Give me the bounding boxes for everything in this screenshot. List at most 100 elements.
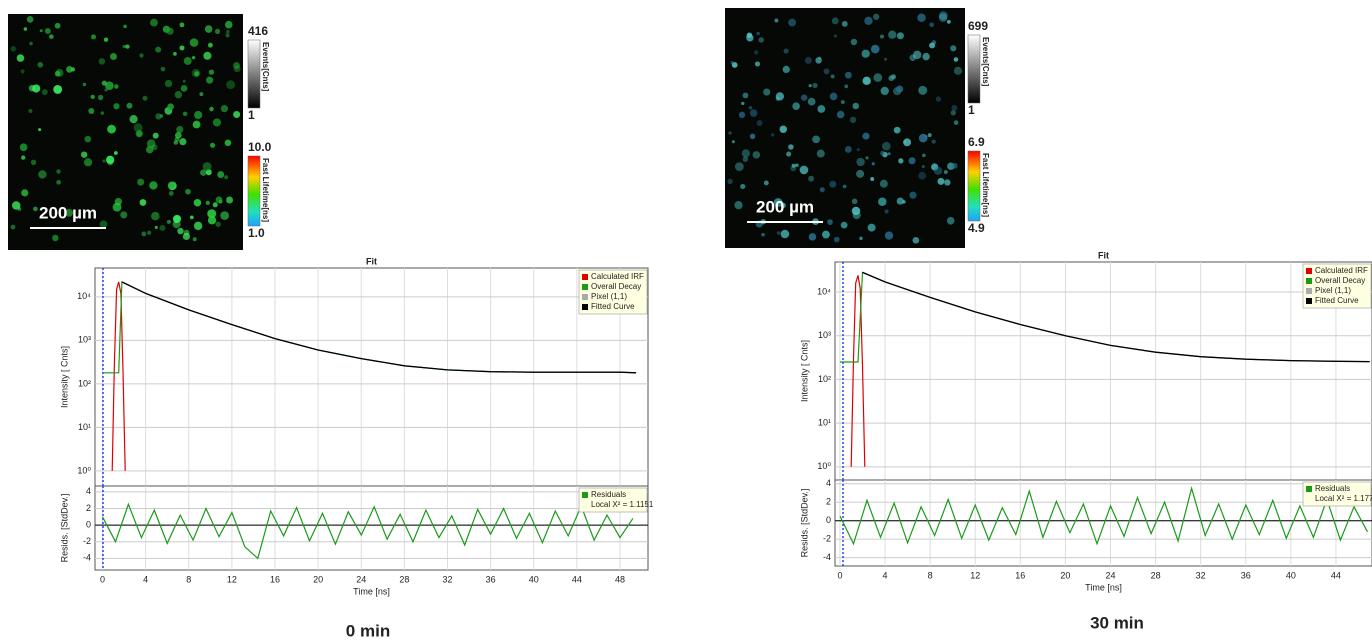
cell (884, 209, 889, 214)
cell (90, 94, 95, 99)
cell (183, 56, 192, 65)
cell (182, 111, 188, 117)
cell (761, 232, 765, 237)
cell (203, 51, 212, 60)
cell (209, 106, 214, 112)
cell (224, 139, 232, 147)
cell (172, 220, 181, 229)
legend-swatch (582, 492, 588, 498)
y-tick-label: 10³ (78, 335, 91, 345)
cell (748, 106, 753, 110)
legend-swatch (582, 304, 588, 310)
cell (16, 54, 25, 62)
cell (207, 216, 217, 225)
cell (859, 236, 863, 241)
legend-label: Residuals (1315, 484, 1350, 493)
cell (944, 179, 951, 186)
y-tick-label: 10⁰ (77, 465, 91, 475)
x-tick-label: 24 (356, 574, 366, 584)
cell (779, 125, 787, 133)
cell (950, 45, 957, 52)
series-line (111, 281, 126, 471)
x-tick-label: 28 (399, 574, 409, 584)
cell (189, 38, 199, 47)
cell (888, 30, 897, 39)
cell (823, 68, 830, 75)
y-tick-label: 2 (826, 497, 831, 507)
cell (226, 30, 230, 34)
cell (200, 169, 207, 176)
colorbar-label: Fast Lifetime[ns] (981, 153, 990, 217)
cell (65, 208, 73, 217)
cell (912, 236, 920, 244)
legend-swatch (582, 274, 588, 280)
x-tick-label: 36 (1241, 570, 1251, 580)
cell (217, 171, 225, 179)
cell (884, 231, 894, 240)
cell (850, 38, 858, 46)
cell (912, 50, 922, 60)
cell (215, 196, 223, 204)
cell (788, 144, 794, 150)
cell (23, 27, 28, 31)
cell (887, 152, 891, 156)
cell (844, 146, 852, 153)
cell (862, 132, 870, 140)
cell (918, 85, 928, 95)
cell (182, 232, 191, 241)
cell (37, 62, 44, 68)
cell (864, 16, 873, 26)
cell (44, 28, 51, 34)
colorbar-label: Events[Cnts] (261, 42, 270, 92)
cell (10, 224, 16, 230)
cell (168, 191, 174, 196)
cell (173, 52, 177, 56)
legend-label: Calculated IRF (591, 272, 644, 281)
cell (166, 219, 171, 224)
cell (879, 34, 884, 39)
cell (226, 80, 236, 90)
cell (141, 231, 147, 237)
series-line (862, 271, 1370, 363)
x-tick-label: 32 (442, 574, 452, 584)
x-tick-label: 0 (837, 570, 842, 580)
cell (808, 233, 817, 241)
cell (741, 101, 745, 106)
cell (82, 82, 87, 87)
annotation: Local X² = 1.1151 (591, 500, 654, 509)
cell (816, 149, 825, 158)
cell (752, 151, 761, 159)
cell (39, 29, 43, 33)
cell (207, 209, 217, 219)
cell (898, 158, 904, 164)
cell (770, 133, 775, 137)
cell (99, 220, 108, 229)
colorbar-min: 1 (248, 108, 255, 122)
y-tick-label: 4 (826, 478, 831, 488)
cell (763, 88, 771, 96)
cell (943, 170, 948, 174)
y-tick-label: 10³ (818, 330, 831, 340)
cell (52, 234, 59, 242)
y-tick-label: 10² (78, 378, 91, 388)
cell (38, 128, 42, 132)
cell (830, 74, 835, 79)
annotation: Local X² = 1.177 (1315, 494, 1372, 503)
cell (114, 84, 119, 89)
x-tick-label: 36 (486, 574, 496, 584)
cell (191, 68, 201, 78)
cell (220, 105, 229, 113)
cell (909, 191, 917, 199)
cell (53, 84, 63, 94)
cell (149, 181, 158, 190)
x-tick-label: 44 (572, 574, 582, 584)
colorbar-min: 1.0 (248, 226, 265, 240)
cell (167, 181, 175, 189)
cell (808, 84, 812, 88)
legend-label: Fitted Curve (591, 302, 635, 311)
cell (102, 159, 106, 163)
cell (84, 135, 92, 143)
cell (935, 96, 942, 102)
plot-area (94, 267, 649, 487)
